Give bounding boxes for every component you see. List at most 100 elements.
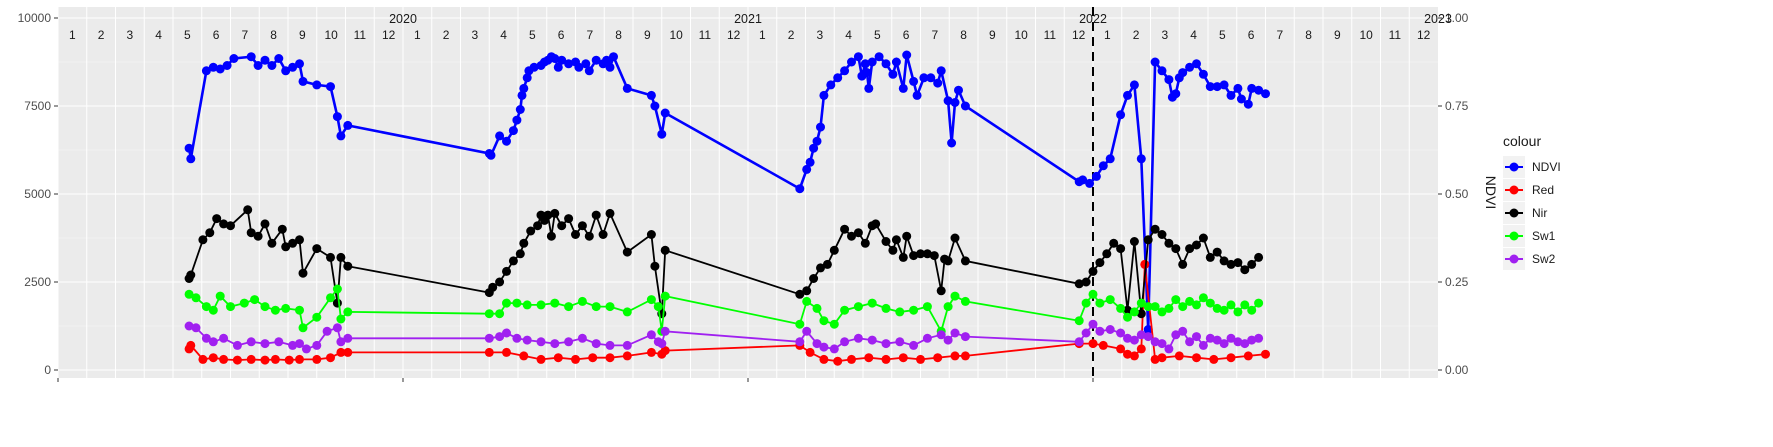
point-nir bbox=[1143, 235, 1153, 245]
month-label: 12 bbox=[1072, 28, 1086, 42]
point-nir bbox=[584, 231, 594, 241]
point-sw2 bbox=[1095, 326, 1105, 336]
point-sw2 bbox=[1240, 339, 1250, 349]
point-sw1 bbox=[281, 303, 291, 313]
point-nir bbox=[260, 219, 270, 229]
point-ndvi bbox=[222, 61, 232, 70]
point-nir bbox=[198, 235, 208, 245]
y-left-tick-label: 2500 bbox=[24, 275, 51, 289]
point-nir bbox=[488, 282, 498, 292]
point-nir bbox=[1109, 238, 1119, 248]
point-ndvi bbox=[564, 59, 574, 69]
point-ndvi bbox=[1157, 66, 1167, 76]
point-sw1 bbox=[1254, 298, 1264, 308]
month-label: 6 bbox=[558, 28, 565, 42]
point-ndvi bbox=[605, 62, 615, 72]
point-ndvi bbox=[343, 120, 353, 130]
point-sw2 bbox=[1150, 337, 1160, 347]
point-ndvi bbox=[591, 55, 601, 65]
point-red bbox=[1174, 351, 1184, 361]
point-red bbox=[519, 351, 529, 361]
point-ndvi bbox=[574, 62, 584, 72]
point-sw2 bbox=[829, 344, 839, 354]
point-nir bbox=[508, 256, 518, 266]
point-ndvi bbox=[864, 83, 874, 93]
point-red bbox=[1140, 259, 1150, 269]
point-sw1 bbox=[326, 293, 335, 303]
point-red bbox=[660, 346, 670, 356]
point-sw2 bbox=[260, 339, 270, 349]
point-ndvi bbox=[1192, 59, 1201, 69]
point-nir bbox=[598, 230, 608, 239]
point-nir bbox=[943, 256, 953, 266]
point-ndvi bbox=[260, 55, 270, 65]
point-sw2 bbox=[219, 333, 229, 343]
point-sw1 bbox=[895, 307, 905, 317]
point-ndvi bbox=[522, 73, 532, 83]
point-nir bbox=[840, 224, 850, 234]
point-red bbox=[950, 351, 960, 361]
legend-label-nir: Nir bbox=[1532, 206, 1547, 220]
point-sw1 bbox=[829, 319, 839, 329]
point-nir bbox=[267, 238, 277, 248]
point-red bbox=[622, 351, 632, 361]
point-ndvi bbox=[1136, 154, 1146, 164]
point-ndvi bbox=[1233, 83, 1243, 93]
point-ndvi bbox=[512, 115, 522, 125]
point-ndvi bbox=[186, 154, 196, 164]
point-ndvi bbox=[888, 69, 898, 79]
point-nir bbox=[219, 219, 229, 229]
point-ndvi bbox=[933, 78, 943, 88]
point-sw2 bbox=[246, 337, 256, 347]
point-ndvi bbox=[288, 62, 298, 72]
point-red bbox=[270, 354, 280, 364]
point-sw2 bbox=[819, 342, 829, 352]
point-ndvi bbox=[184, 143, 194, 153]
point-nir bbox=[1102, 249, 1112, 259]
point-sw2 bbox=[622, 340, 632, 350]
point-ndvi bbox=[517, 90, 527, 100]
month-label: 11 bbox=[699, 28, 712, 42]
legend-label-sw2: Sw2 bbox=[1532, 252, 1556, 266]
point-sw2 bbox=[1116, 328, 1126, 338]
point-nir bbox=[853, 228, 863, 238]
month-label: 10 bbox=[324, 28, 338, 42]
month-label: 11 bbox=[1044, 28, 1057, 42]
point-sw1 bbox=[550, 298, 560, 308]
point-ndvi bbox=[215, 64, 225, 74]
point-sw2 bbox=[1226, 333, 1236, 343]
point-sw1 bbox=[1205, 298, 1215, 308]
point-sw1 bbox=[226, 302, 235, 312]
point-ndvi bbox=[1116, 110, 1126, 120]
y-left-tick-label: 10000 bbox=[18, 11, 52, 25]
point-ndvi bbox=[557, 55, 567, 65]
point-sw2 bbox=[502, 328, 511, 338]
point-sw1 bbox=[1116, 303, 1126, 313]
point-ndvi bbox=[874, 52, 884, 62]
point-nir bbox=[795, 289, 805, 299]
point-sw2 bbox=[1074, 337, 1084, 347]
point-nir bbox=[253, 231, 263, 241]
month-label: 4 bbox=[1190, 28, 1197, 42]
point-ndvi bbox=[201, 66, 211, 76]
point-nir bbox=[1129, 237, 1139, 246]
point-sw1 bbox=[802, 296, 812, 306]
point-ndvi bbox=[326, 82, 335, 92]
point-nir bbox=[1247, 259, 1257, 269]
point-ndvi bbox=[819, 90, 829, 100]
point-ndvi bbox=[1247, 83, 1257, 93]
point-ndvi bbox=[508, 126, 518, 136]
point-ndvi bbox=[947, 138, 957, 148]
month-label: 4 bbox=[155, 28, 162, 42]
point-red bbox=[1226, 353, 1236, 363]
year-label: 2020 bbox=[389, 12, 417, 26]
month-label: 6 bbox=[903, 28, 910, 42]
point-nir bbox=[960, 256, 970, 266]
point-ndvi bbox=[298, 76, 308, 86]
point-sw2 bbox=[274, 337, 284, 347]
month-label: 5 bbox=[529, 28, 536, 42]
legend-label-sw1: Sw1 bbox=[1532, 229, 1556, 243]
point-ndvi bbox=[1178, 68, 1188, 78]
point-sw2 bbox=[853, 333, 863, 343]
